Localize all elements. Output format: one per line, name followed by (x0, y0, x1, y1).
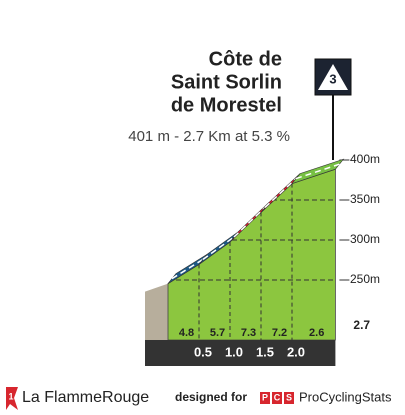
site-name: ProCyclingStats (299, 389, 392, 404)
gradient-label: 5.7 (210, 327, 225, 339)
gradient-label: 7.2 (272, 327, 287, 339)
y-tick-label: 350m (350, 192, 380, 206)
pcs-box (272, 392, 282, 404)
band-dash (233, 206, 266, 238)
category-label: 3 (329, 71, 336, 86)
band-dash (171, 258, 204, 280)
y-tick-label: 300m (350, 232, 380, 246)
band-dash (295, 163, 340, 180)
pcs-box (284, 392, 294, 404)
pcs-box (260, 392, 270, 404)
flame-number: 1 (8, 391, 13, 401)
pcs-letter: S (286, 392, 292, 402)
band-dash (264, 178, 297, 208)
distance-bar (145, 340, 336, 366)
subtitle: 401 m - 2.7 Km at 5.3 % (128, 128, 290, 145)
title-line: Saint Sorlin (171, 71, 282, 93)
pcs-letter: C (274, 392, 281, 402)
brand: La FlammeRouge (22, 389, 149, 406)
y-tick-label: 250m (350, 272, 380, 286)
designed-for: designed for (175, 390, 247, 404)
y-tick-label: 400m (350, 152, 380, 166)
title-line: de Morestel (171, 94, 282, 116)
gradient-label: 2.6 (309, 327, 324, 339)
profile-face (167, 168, 336, 341)
profile-side (145, 283, 168, 340)
category-triangle (318, 64, 348, 90)
gradient-label: 4.8 (179, 327, 194, 339)
x-tick-label: 2.0 (287, 344, 305, 359)
flame-icon (6, 387, 18, 410)
pcs-letter: P (262, 392, 268, 402)
x-tick-label: 1.0 (225, 344, 243, 359)
title-line: Côte de (209, 48, 282, 70)
x-tick-label: 2.7 (353, 318, 370, 332)
plot: 250m 300m 350m 400m 4.8 5.7 7.3 7.2 2.6 0.5 1.0 1.5… (145, 152, 380, 366)
x-tick-label: 1.5 (256, 344, 274, 359)
gradient-label: 7.3 (241, 327, 256, 339)
x-tick-label: 0.5 (194, 344, 212, 359)
band-dash (202, 236, 235, 261)
